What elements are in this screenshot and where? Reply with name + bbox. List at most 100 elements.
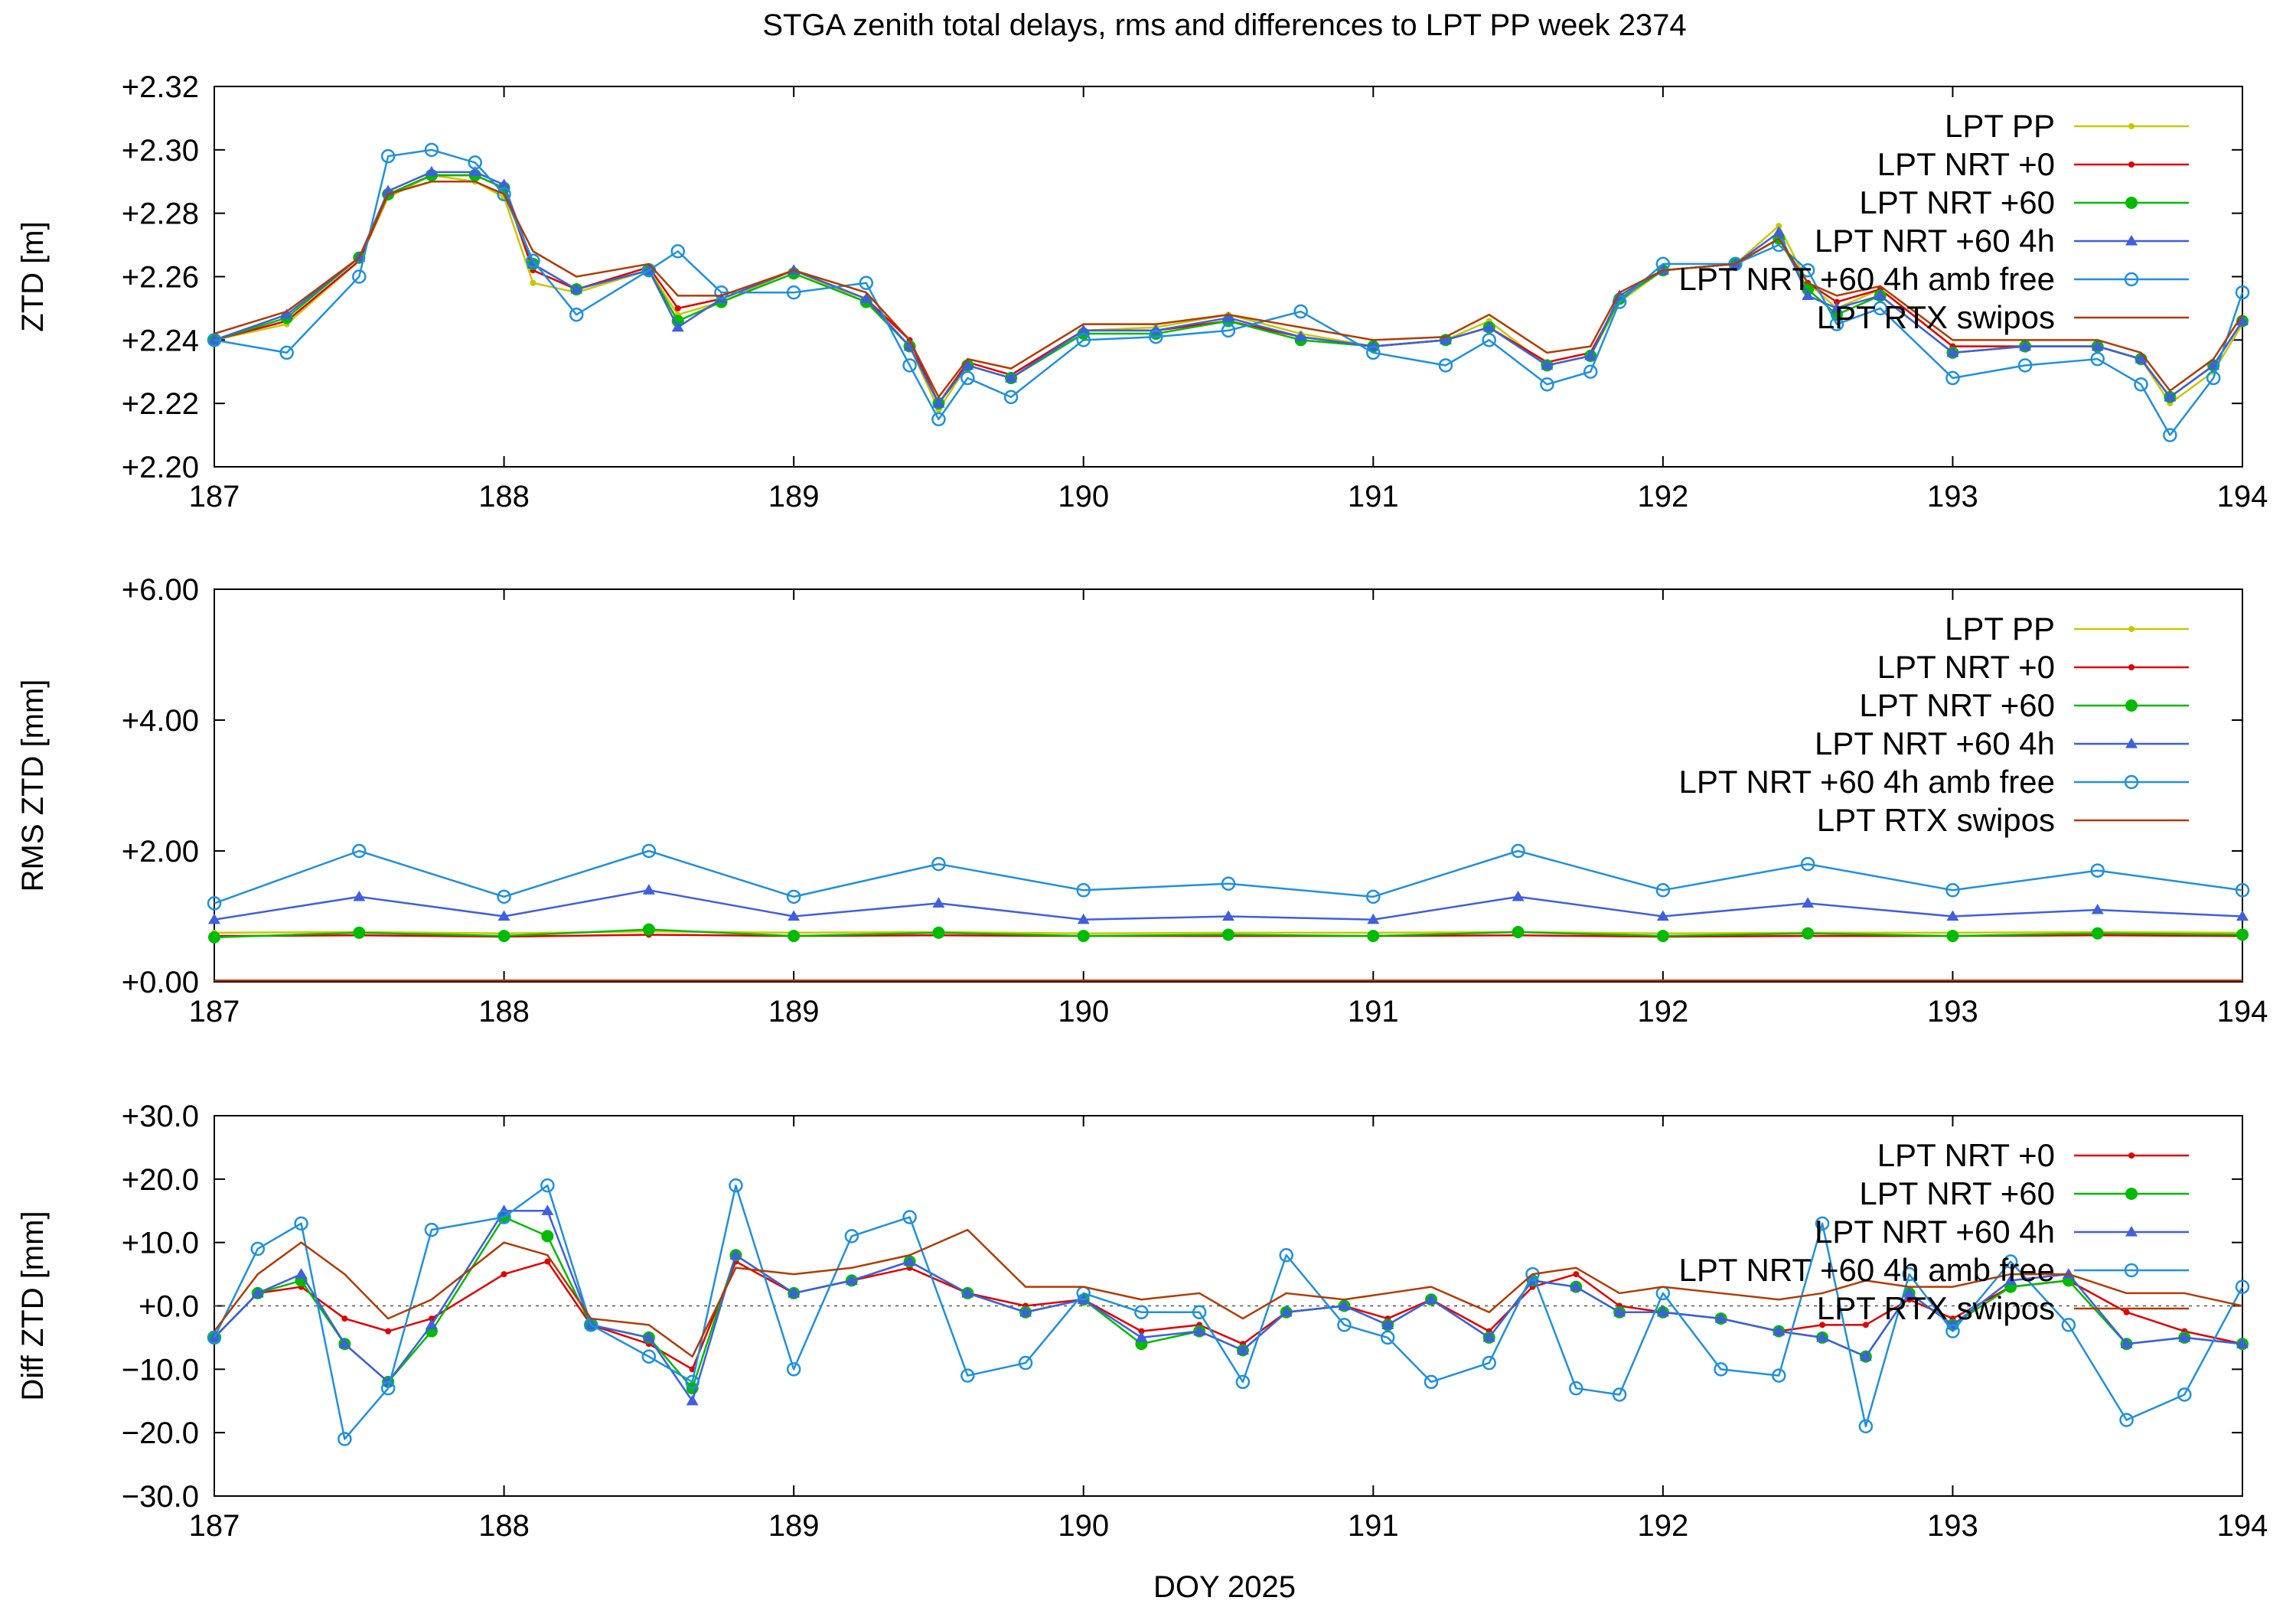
x-tick-label: 187 xyxy=(189,995,240,1028)
y-axis-label: Diff ZTD [mm] xyxy=(16,1211,50,1400)
data-point xyxy=(1656,1305,1669,1317)
y-tick-label: +2.20 xyxy=(122,451,199,484)
legend-label: LPT NRT +60 xyxy=(1859,687,2055,723)
data-point xyxy=(642,1331,655,1342)
legend-marker xyxy=(2125,1226,2138,1237)
data-point xyxy=(932,926,945,939)
x-tick-label: 188 xyxy=(478,480,530,513)
data-point xyxy=(671,315,684,328)
data-point xyxy=(424,142,439,158)
data-point xyxy=(1366,889,1381,905)
data-point xyxy=(1862,1322,1869,1328)
data-point xyxy=(1829,317,1844,331)
x-tick-label: 192 xyxy=(1637,995,1688,1028)
data-point xyxy=(2236,315,2249,326)
data-point xyxy=(788,930,801,943)
data-point xyxy=(279,345,294,360)
legend-label: LPT NRT +60 4h xyxy=(1815,725,2055,761)
data-point xyxy=(1570,1280,1583,1292)
data-point xyxy=(788,1286,801,1298)
data-point xyxy=(569,307,584,322)
data-point xyxy=(1541,359,1554,370)
y-tick-label: −30.0 xyxy=(122,1480,199,1514)
legend-label: LPT NRT +60 xyxy=(1859,1175,2055,1211)
data-point xyxy=(1945,370,1960,386)
data-point xyxy=(2236,910,2249,921)
data-point xyxy=(1149,329,1163,344)
y-tick-label: +2.24 xyxy=(122,324,199,357)
legend-label: LPT RTX swipos xyxy=(1817,1290,2055,1326)
data-point xyxy=(570,283,583,294)
series-line xyxy=(213,1184,2244,1440)
data-point xyxy=(1077,913,1090,924)
data-point xyxy=(1076,333,1091,347)
data-point xyxy=(1945,1324,1960,1338)
data-point xyxy=(1773,1325,1786,1336)
data-point xyxy=(1902,1266,1916,1282)
legend-marker xyxy=(2128,626,2135,632)
data-point xyxy=(685,1374,700,1390)
data-point xyxy=(208,913,220,924)
plot-frame xyxy=(214,588,2243,983)
data-point xyxy=(1279,1247,1293,1263)
data-point xyxy=(1584,350,1597,360)
x-tick-label: 192 xyxy=(1637,1509,1688,1543)
legend-label: LPT NRT +60 4h amb free xyxy=(1679,261,2055,297)
series-line xyxy=(214,849,2243,905)
data-point xyxy=(2236,1338,2249,1348)
x-tick-label: 190 xyxy=(1058,480,1109,513)
data-point xyxy=(1138,1328,1145,1335)
data-point xyxy=(859,292,872,304)
data-point xyxy=(788,910,801,921)
x-tick-label: 194 xyxy=(2217,480,2268,513)
data-point xyxy=(2164,390,2177,402)
data-point xyxy=(251,1286,264,1298)
data-point xyxy=(497,187,511,202)
y-tick-label: −10.0 xyxy=(122,1353,199,1387)
data-point xyxy=(352,843,367,859)
x-tick-label: 191 xyxy=(1348,995,1399,1028)
data-point xyxy=(1776,223,1782,230)
data-point xyxy=(1018,1355,1033,1371)
legend-label: LPT NRT +60 4h amb free xyxy=(1679,764,2055,800)
data-point xyxy=(1946,910,1959,921)
data-point xyxy=(1077,930,1090,943)
series-lpt-nrt-60-4h-amb-free xyxy=(207,843,2250,911)
data-point xyxy=(1655,883,1671,898)
y-tick-label: +20.0 xyxy=(122,1163,199,1197)
data-point xyxy=(844,1229,859,1244)
data-point xyxy=(960,370,975,386)
data-point xyxy=(845,1274,858,1285)
data-point xyxy=(2178,1331,2191,1342)
legend-marker xyxy=(2124,1263,2139,1278)
x-tick-label: 187 xyxy=(189,1509,240,1543)
data-point xyxy=(1802,289,1815,300)
data-point xyxy=(2134,377,2148,392)
data-point xyxy=(1946,930,1959,943)
data-point xyxy=(1425,1293,1437,1304)
y-axis-label: ZTD [m] xyxy=(16,221,50,331)
data-point xyxy=(2163,428,2177,442)
data-point xyxy=(338,1338,351,1348)
legend-marker xyxy=(2125,699,2138,712)
data-point xyxy=(1800,262,1815,278)
data-point xyxy=(497,1210,511,1224)
data-point xyxy=(353,926,366,939)
data-point xyxy=(1193,1325,1206,1336)
data-point xyxy=(424,1222,439,1237)
data-point xyxy=(1773,226,1786,237)
y-tick-label: +2.26 xyxy=(122,261,199,295)
data-point xyxy=(714,285,729,300)
legend-marker xyxy=(2125,738,2138,748)
data-point xyxy=(1714,1312,1727,1323)
data-point xyxy=(1221,876,1236,891)
data-point xyxy=(1482,333,1496,347)
data-point xyxy=(2091,927,2104,940)
data-point xyxy=(1858,1419,1874,1434)
data-point xyxy=(541,1204,554,1215)
data-point xyxy=(1280,1305,1293,1317)
data-point xyxy=(786,285,801,300)
